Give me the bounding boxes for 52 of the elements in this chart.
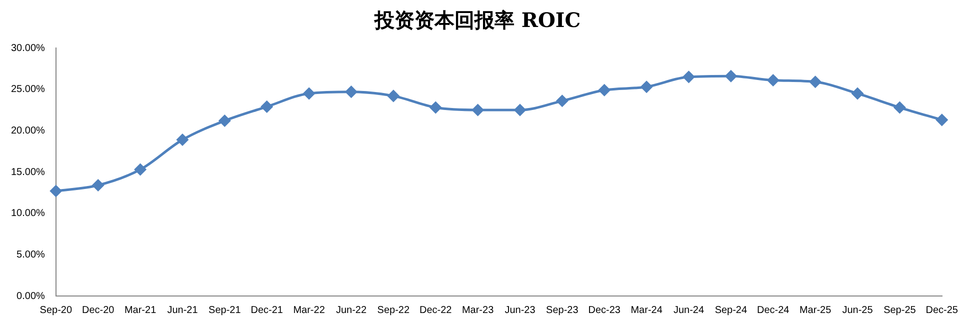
point	[936, 114, 948, 126]
point	[767, 74, 779, 86]
point	[430, 102, 442, 114]
point	[261, 100, 273, 112]
x-tick-label: Dec-20	[82, 304, 115, 316]
x-tick-label: Sep-20	[40, 304, 72, 316]
y-tick-label: 30.00%	[10, 42, 46, 54]
x-tick-label: Dec-21	[250, 304, 284, 316]
point	[725, 70, 737, 82]
point	[388, 90, 400, 102]
point	[810, 76, 822, 88]
x-tick-label: Jun-23	[504, 304, 536, 316]
x-tick-label: Mar-22	[293, 304, 326, 316]
point	[598, 84, 610, 96]
point	[472, 104, 484, 116]
x-tick-label: Sep-23	[546, 304, 579, 316]
x-tick-label: Jun-25	[842, 304, 874, 316]
point	[50, 185, 62, 197]
x-tick-label: Dec-24	[757, 304, 790, 316]
x-tick-label: Mar-24	[630, 304, 663, 316]
point	[514, 104, 526, 116]
x-tick-label: Mar-23	[462, 304, 494, 316]
chart-title: 投资资本回报率 ROIC	[373, 8, 581, 32]
x-tick-label: Dec-22	[419, 304, 452, 316]
point	[894, 102, 906, 114]
x-tick-label: Dec-25	[926, 304, 958, 316]
x-tick-label: Sep-22	[377, 304, 410, 316]
x-tick-label: Sep-25	[884, 304, 916, 316]
y-tick-label: 25.00%	[10, 84, 46, 96]
x-tick-label: Jun-22	[336, 304, 367, 316]
x-tick-label: Sep-24	[714, 304, 748, 316]
y-tick-label: 10.00%	[10, 208, 46, 220]
x-tick-label: Jun-21	[167, 304, 198, 316]
point	[640, 81, 652, 93]
x-tick-label: Jun-24	[673, 304, 704, 316]
y-tick-label: 0.00%	[16, 290, 46, 302]
point	[218, 114, 230, 126]
point	[852, 88, 864, 100]
x-tick-label: Mar-21	[124, 304, 157, 316]
x-tick-label: Sep-21	[208, 304, 242, 316]
y-tick-label: 15.00%	[10, 166, 46, 178]
point	[92, 179, 104, 191]
point	[345, 86, 357, 98]
point	[134, 164, 146, 176]
y-tick-label: 5.00%	[16, 249, 46, 260]
point	[683, 71, 694, 83]
point	[303, 88, 315, 100]
y-tick-label: 20.00%	[10, 125, 46, 136]
x-tick-label: Dec-23	[588, 304, 621, 316]
point	[556, 95, 568, 107]
point	[176, 134, 188, 146]
x-tick-label: Mar-25	[799, 304, 832, 316]
